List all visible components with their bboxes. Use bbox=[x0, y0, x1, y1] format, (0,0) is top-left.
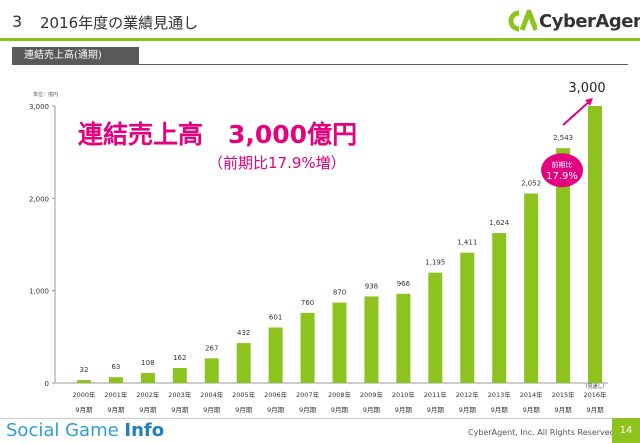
x-tick-sublabel: 9月期 bbox=[363, 406, 381, 414]
x-tick-sublabel: 9月期 bbox=[523, 406, 541, 414]
bar bbox=[140, 373, 155, 383]
footer-divider bbox=[0, 418, 640, 419]
bar bbox=[460, 252, 475, 383]
page-number: 14 bbox=[612, 418, 640, 443]
bar bbox=[396, 293, 411, 383]
data-label: 2,543 bbox=[553, 134, 573, 142]
x-tick-sublabel: 9月期 bbox=[491, 406, 509, 414]
data-label: 2,052 bbox=[521, 180, 541, 188]
y-tick-label: 3,000 bbox=[29, 103, 49, 111]
slide-number: 3 bbox=[12, 12, 23, 31]
x-tick-sublabel: 9月期 bbox=[427, 406, 445, 414]
x-tick-sublabel: 9月期 bbox=[555, 406, 573, 414]
x-tick-label: 2005年 bbox=[232, 390, 256, 399]
x-tick-sublabel: 9月期 bbox=[267, 406, 285, 414]
x-tick-label: 2003年 bbox=[168, 390, 192, 399]
x-tick-label: 2001年 bbox=[104, 390, 128, 399]
data-label: 32 bbox=[80, 366, 89, 374]
page-title: 2016年度の業績見通し bbox=[40, 14, 199, 32]
forecast-note: （見通し） bbox=[583, 383, 608, 390]
x-tick-label: 2012年 bbox=[456, 390, 480, 399]
data-label: 63 bbox=[111, 363, 120, 371]
cyberagent-logo-icon bbox=[508, 10, 537, 32]
revenue-bar-chart: 単位：億円 0 1,000 2,000 3,000 32 63 108 162 267 432 6… bbox=[29, 81, 608, 414]
data-label: 870 bbox=[333, 289, 346, 297]
x-tick-sublabel: 9月期 bbox=[171, 406, 189, 414]
data-label: 938 bbox=[365, 282, 378, 290]
data-label: 1,624 bbox=[489, 219, 510, 227]
data-label: 108 bbox=[141, 359, 154, 367]
growth-callout-label: 前期比 bbox=[552, 160, 573, 169]
headline: 連結売上高 3,000億円 bbox=[78, 120, 358, 149]
x-tick-sublabel: 9月期 bbox=[235, 406, 253, 414]
x-tick-label: 2004年 bbox=[200, 390, 224, 399]
bar bbox=[268, 327, 283, 383]
x-tick-label: 2010年 bbox=[392, 390, 416, 399]
x-tick-label: 2002年 bbox=[136, 390, 160, 399]
bar bbox=[172, 368, 187, 383]
x-tick-sublabel: 9月期 bbox=[299, 406, 317, 414]
data-label: 601 bbox=[269, 314, 282, 322]
x-tick-sublabel: 9月期 bbox=[331, 406, 349, 414]
data-label: 162 bbox=[173, 354, 186, 362]
growth-callout-value: 17.9% bbox=[546, 171, 578, 182]
x-tick-label: 2014年 bbox=[520, 390, 544, 399]
bar bbox=[556, 148, 571, 383]
x-tick-label: 2000年 bbox=[72, 390, 96, 399]
y-tick-label: 0 bbox=[45, 380, 49, 388]
unit-label: 単位：億円 bbox=[33, 91, 58, 98]
x-tick-sublabel: 9月期 bbox=[395, 406, 413, 414]
footer-brand: Social Game Info bbox=[6, 420, 165, 441]
growth-callout bbox=[541, 153, 584, 188]
bar bbox=[588, 106, 603, 383]
bar bbox=[428, 272, 443, 383]
data-label: 432 bbox=[237, 329, 250, 337]
y-tick-label: 2,000 bbox=[29, 195, 49, 203]
data-label: 966 bbox=[397, 280, 411, 288]
bar bbox=[364, 296, 379, 383]
x-tick-label: 2009年 bbox=[360, 390, 384, 399]
data-label: 3,000 bbox=[568, 81, 605, 96]
x-tick-sublabel: 9月期 bbox=[75, 406, 93, 414]
growth-arrow-head bbox=[585, 98, 594, 106]
growth-arrow bbox=[562, 99, 592, 126]
logo-text: CyberAgent bbox=[539, 10, 640, 32]
x-tick-label: 2016年 bbox=[584, 390, 608, 399]
x-tick-label: 2006年 bbox=[264, 390, 288, 399]
x-tick-sublabel: 9月期 bbox=[586, 406, 604, 414]
title-divider bbox=[0, 38, 640, 41]
y-tick-label: 1,000 bbox=[29, 288, 49, 296]
x-tick-label: 2015年 bbox=[552, 390, 576, 399]
headline-sub: （前期比17.9%増） bbox=[208, 154, 346, 172]
bar bbox=[236, 343, 251, 383]
bar bbox=[300, 312, 315, 383]
x-tick-sublabel: 9月期 bbox=[203, 406, 221, 414]
bar bbox=[108, 377, 123, 383]
copyright: CyberAgent, Inc. All Rights Reserved. bbox=[468, 428, 618, 437]
x-tick-label: 2011年 bbox=[424, 390, 448, 399]
bar bbox=[524, 193, 539, 383]
data-label: 1,195 bbox=[425, 259, 445, 267]
company-logo: CyberAgent bbox=[505, 8, 640, 34]
data-label: 1,411 bbox=[457, 239, 477, 247]
x-tick-sublabel: 9月期 bbox=[139, 406, 157, 414]
x-tick-sublabel: 9月期 bbox=[459, 406, 477, 414]
section-tab: 連結売上高(通期) bbox=[12, 47, 139, 65]
data-label: 267 bbox=[205, 344, 218, 352]
x-tick-label: 2013年 bbox=[488, 390, 512, 399]
section-divider bbox=[12, 64, 628, 65]
bar bbox=[332, 302, 347, 383]
bar bbox=[76, 380, 91, 383]
data-label: 760 bbox=[301, 299, 314, 307]
bar bbox=[492, 233, 507, 383]
x-tick-label: 2007年 bbox=[296, 390, 320, 399]
x-tick-label: 2008年 bbox=[328, 390, 352, 399]
x-tick-sublabel: 9月期 bbox=[107, 406, 125, 414]
bar bbox=[204, 358, 219, 383]
